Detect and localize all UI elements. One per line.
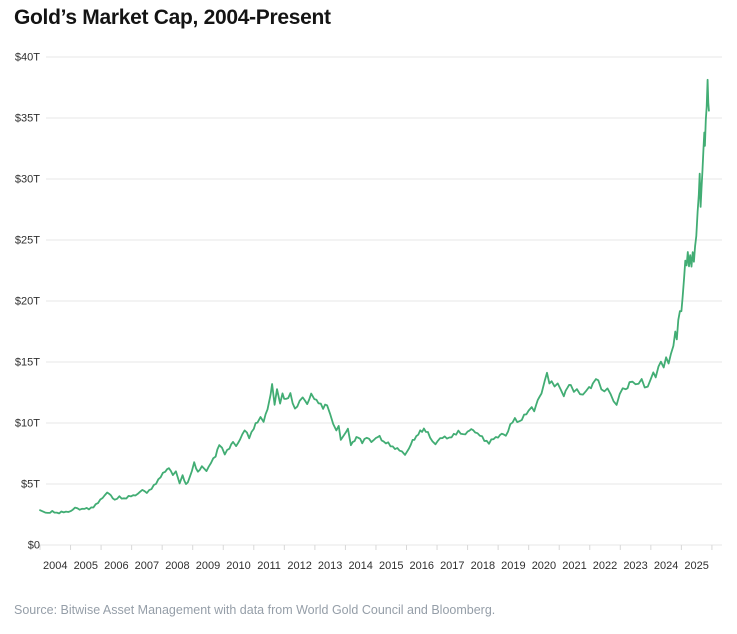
y-tick-label: $10T (15, 418, 40, 430)
x-tick-label: 2013 (318, 560, 342, 572)
x-tick-label: 2019 (501, 560, 525, 572)
source-attribution: Source: Bitwise Asset Management with da… (14, 603, 496, 617)
x-tick-label: 2005 (74, 560, 98, 572)
x-tick-label: 2008 (165, 560, 189, 572)
x-tick-label: 2009 (196, 560, 220, 572)
y-axis-labels: $0 $5T $10T $15T $20T $25T $30T $35T $40T (15, 52, 40, 552)
x-tick-label: 2011 (257, 560, 281, 572)
x-tick-label: 2020 (532, 560, 556, 572)
y-tick-label: $5T (21, 479, 40, 491)
x-tick-label: 2016 (410, 560, 434, 572)
x-tick-label: 2007 (135, 560, 159, 572)
y-tick-label: $15T (15, 357, 40, 369)
y-tick-label: $25T (15, 235, 40, 247)
x-tick-label: 2010 (226, 560, 250, 572)
y-gridlines (40, 56, 722, 546)
x-tick-label: 2014 (348, 560, 372, 572)
chart-title: Gold’s Market Cap, 2004-Present (14, 6, 331, 29)
x-tick-label: 2022 (593, 560, 617, 572)
y-tick-label: $30T (15, 174, 40, 186)
gold-series-line (39, 78, 710, 515)
x-tick-label: 2004 (43, 560, 67, 572)
x-tick-label: 2018 (471, 560, 495, 572)
x-tick-label: 2025 (684, 560, 708, 572)
x-tick-label: 2017 (440, 560, 464, 572)
x-tick-label: 2024 (654, 560, 678, 572)
y-tick-label: $35T (15, 113, 40, 125)
x-tick-label: 2021 (562, 560, 586, 572)
x-axis-ticks (39, 545, 713, 550)
y-tick-label: $40T (15, 52, 40, 64)
x-tick-label: 2006 (104, 560, 128, 572)
x-tick-label: 2023 (623, 560, 647, 572)
y-tick-label: $20T (15, 296, 40, 308)
y-tick-label: $0 (28, 540, 40, 552)
x-tick-label: 2012 (287, 560, 311, 572)
x-axis-labels: 2004 2005 2006 2007 2008 2009 2010 2011 2012 2013… (43, 560, 709, 572)
x-tick-label: 2015 (379, 560, 403, 572)
